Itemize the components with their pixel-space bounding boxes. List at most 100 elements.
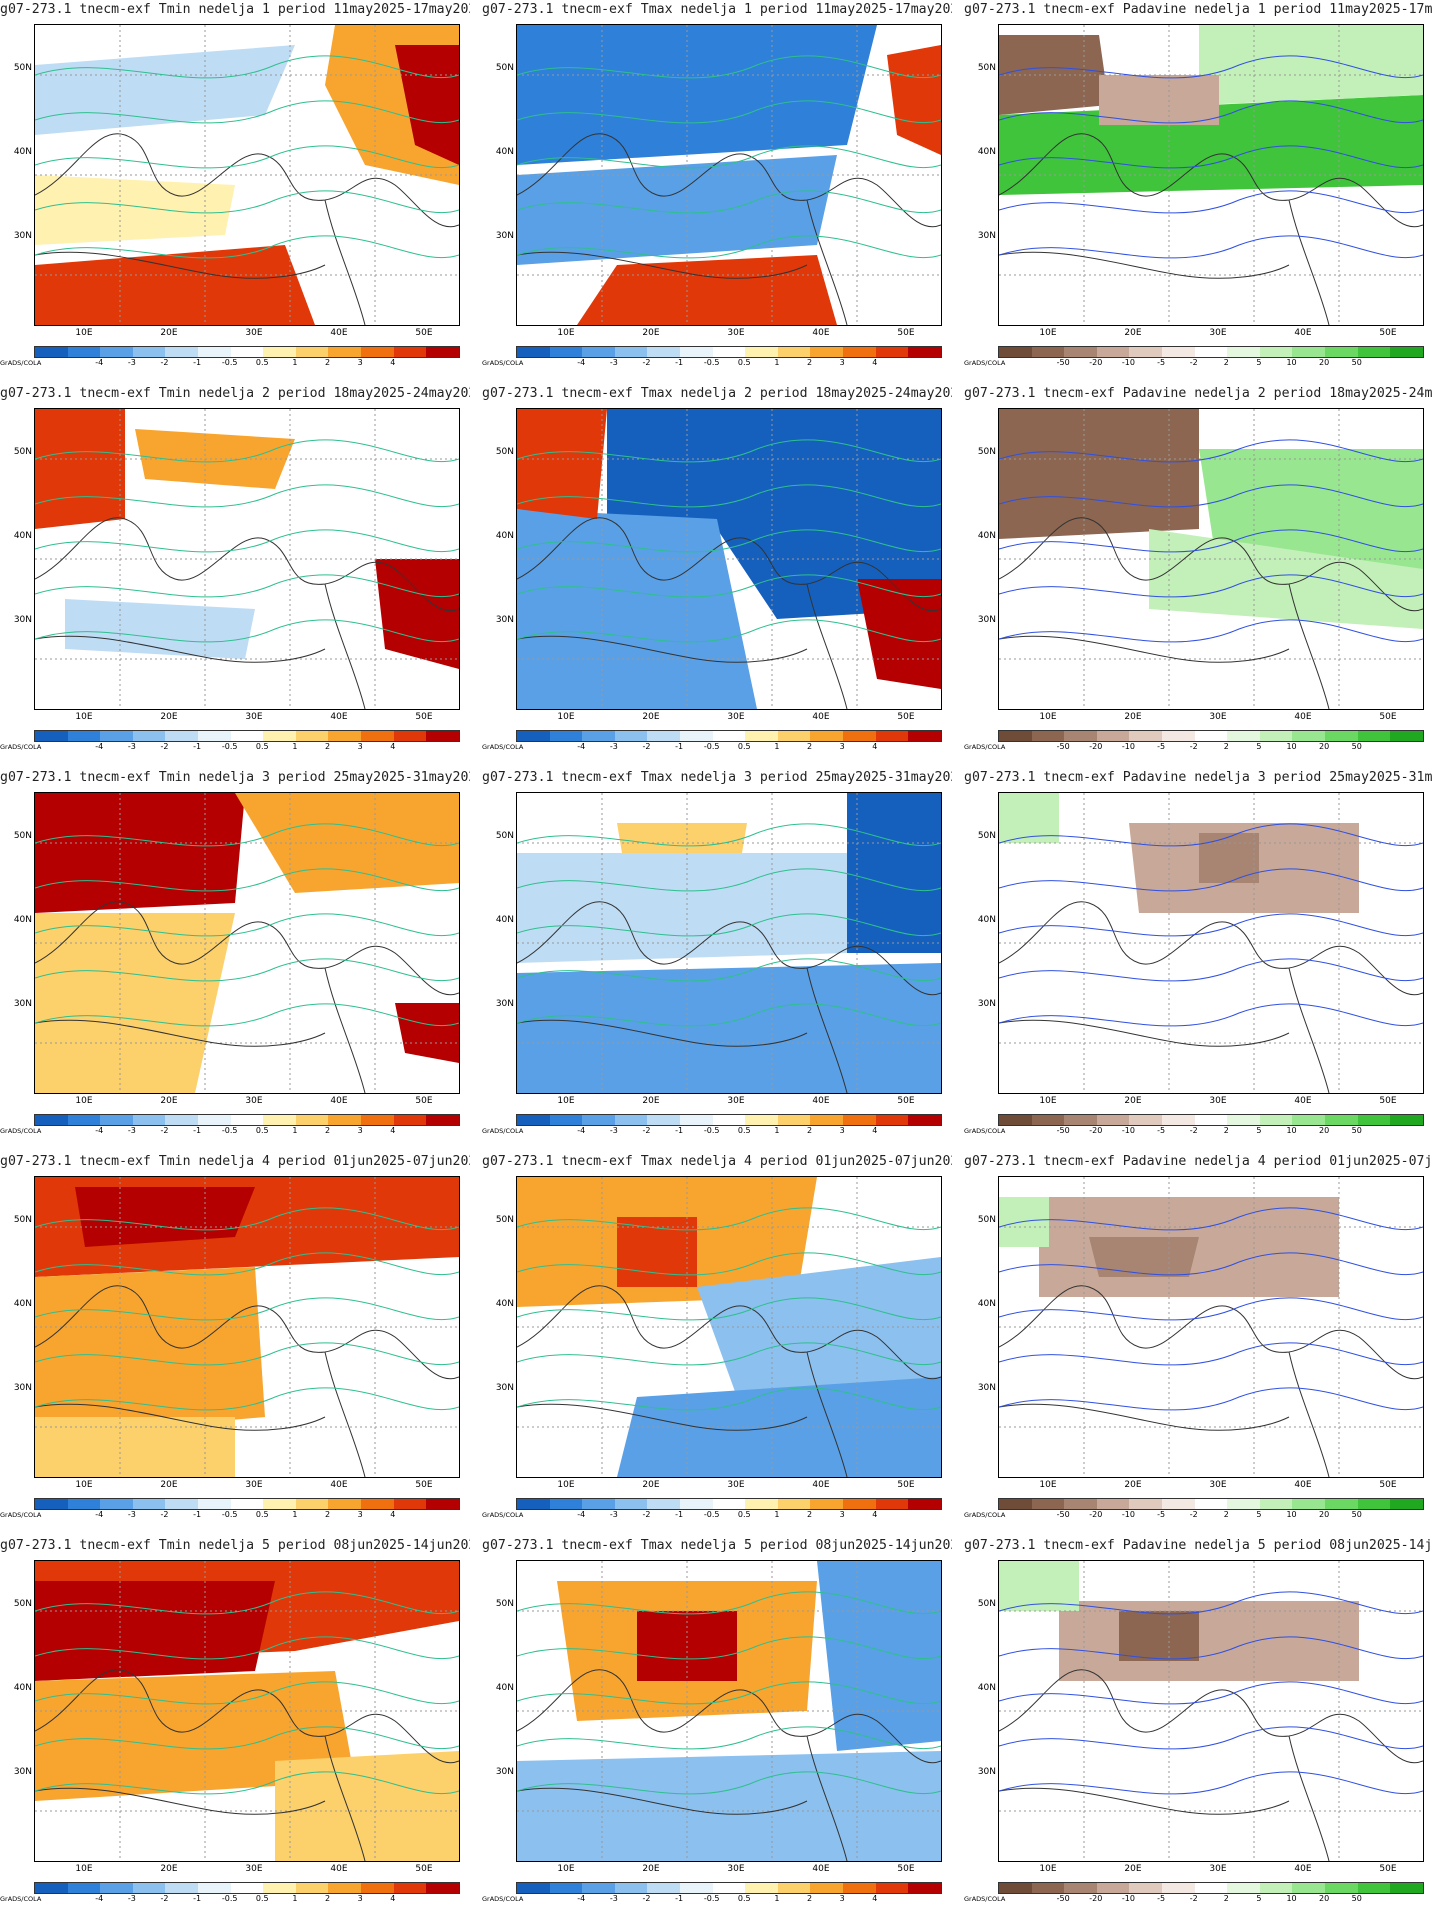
colorbar-swatch xyxy=(100,1115,133,1125)
colorbar-tick-label: 3 xyxy=(839,1126,845,1135)
colorbar-tick-label: -3 xyxy=(127,358,136,367)
colorbar-tick-label: -5 xyxy=(1157,742,1166,751)
colorbar-swatch xyxy=(745,731,778,741)
colorbar-tick-label: -2 xyxy=(1189,358,1198,367)
contour-line xyxy=(517,55,941,79)
colorbar-tick-label: 10 xyxy=(1286,358,1297,367)
contour-line xyxy=(999,145,1423,169)
map-panel: g07-273.1 tnecm-exf Tmin nedelja 1 perio… xyxy=(0,0,470,376)
map-area xyxy=(34,792,460,1094)
longitude-label: 30E xyxy=(727,1480,745,1490)
map-area xyxy=(516,792,942,1094)
colorbar-tick-label: 50 xyxy=(1351,358,1362,367)
colorbar-swatch xyxy=(67,1883,101,1893)
longitude-label: 10E xyxy=(557,1864,575,1874)
colorbar-tick-label: -20 xyxy=(1089,742,1103,751)
contour-line xyxy=(35,235,459,259)
colorbar-tick-label: -3 xyxy=(127,1894,136,1903)
latitude-label: 40N xyxy=(495,1299,514,1309)
map-panel: g07-273.1 tnecm-exf Tmin nedelja 5 perio… xyxy=(0,1536,470,1912)
longitude-label: 10E xyxy=(557,1096,575,1106)
colorbar-swatch xyxy=(1325,1115,1358,1125)
colorbar-swatch xyxy=(393,1883,427,1893)
longitude-label: 30E xyxy=(727,712,745,722)
colorbar-tick-label: -3 xyxy=(609,1894,618,1903)
colorbar-swatch xyxy=(393,1499,427,1509)
map-area xyxy=(34,408,460,710)
colorbar-swatch xyxy=(810,1883,844,1893)
colorbar-tick-label: -10 xyxy=(1121,358,1135,367)
contour-line xyxy=(517,574,941,598)
colorbar-swatch xyxy=(1259,1883,1293,1893)
map-field-svg xyxy=(999,409,1423,709)
colorbar-swatch xyxy=(549,347,583,357)
colorbar-swatch xyxy=(712,347,746,357)
colorbar-tick-label: -1 xyxy=(675,1126,684,1135)
colorbar-swatch xyxy=(908,1499,941,1509)
grads-attribution: GrADS/COLA xyxy=(482,1127,524,1135)
contour-line xyxy=(999,1681,1423,1705)
colorbar-swatch xyxy=(1064,1115,1097,1125)
colorbar-swatch xyxy=(361,731,394,741)
map-panel: g07-273.1 tnecm-exf Tmin nedelja 4 perio… xyxy=(0,1152,470,1528)
colorbar-swatch xyxy=(843,1115,876,1125)
longitude-label: 10E xyxy=(75,712,93,722)
colorbar-tick-label: -2 xyxy=(160,1510,169,1519)
longitude-label: 30E xyxy=(1209,712,1227,722)
colorbar-tick-label: 2 xyxy=(324,358,331,367)
grads-attribution: GrADS/COLA xyxy=(0,359,42,367)
colorbar-swatch xyxy=(647,347,681,357)
colorbar-swatch xyxy=(712,1499,746,1509)
colorbar-swatch xyxy=(1292,1499,1326,1509)
colorbar-swatch xyxy=(1031,1883,1065,1893)
contour-line xyxy=(35,1387,459,1411)
colorbar-tick-label: -2 xyxy=(642,1510,651,1519)
map-panel: g07-273.1 tnecm-exf Padavine nedelja 5 p… xyxy=(964,1536,1433,1912)
colorbar-swatch xyxy=(680,1499,713,1509)
longitude-label: 20E xyxy=(160,1096,178,1106)
longitude-label: 20E xyxy=(160,712,178,722)
colorbar-swatch xyxy=(230,1115,264,1125)
contour-line xyxy=(999,868,1423,892)
latitude-label: 50N xyxy=(13,1599,32,1609)
anomaly-area xyxy=(35,409,125,529)
latitude-label: 40N xyxy=(977,147,996,157)
colorbar-swatch xyxy=(198,1499,231,1509)
longitude-label: 40E xyxy=(330,1480,348,1490)
colorbar-swatch xyxy=(1194,1883,1228,1893)
longitude-label: 30E xyxy=(727,1864,745,1874)
map-panel: g07-273.1 tnecm-exf Tmax nedelja 4 perio… xyxy=(482,1152,952,1528)
contour-line xyxy=(35,1726,459,1750)
longitude-label: 30E xyxy=(1209,1096,1227,1106)
anomaly-area xyxy=(847,793,941,953)
contour-line xyxy=(35,1771,459,1795)
anomaly-area xyxy=(517,1751,941,1861)
colorbar-tick-label: -2 xyxy=(642,742,651,751)
map-area xyxy=(998,792,1424,1094)
colorbar-swatch xyxy=(614,1115,648,1125)
map-panel: g07-273.1 tnecm-exf Tmin nedelja 3 perio… xyxy=(0,768,470,1144)
colorbar-tick-label: 5 xyxy=(1256,742,1262,751)
colorbar-tick-label: -4 xyxy=(577,742,586,751)
colorbar-swatch xyxy=(908,731,941,741)
latitude-label: 50N xyxy=(977,63,996,73)
latitude-label: 50N xyxy=(977,831,996,841)
contour-line xyxy=(35,1207,459,1231)
contour-line xyxy=(999,1636,1423,1660)
contour-line xyxy=(999,1387,1423,1411)
colorbar-tick-label: 4 xyxy=(872,358,878,367)
colorbar-tick-label: -2 xyxy=(642,358,651,367)
contour-line xyxy=(999,574,1423,598)
anomaly-area xyxy=(817,1561,941,1751)
colorbar-swatch xyxy=(549,1115,583,1125)
latitude-label: 50N xyxy=(495,1215,514,1225)
contour-line xyxy=(517,235,941,259)
contour-line xyxy=(35,1252,459,1276)
anomaly-area xyxy=(35,913,235,1093)
colorbar-swatch xyxy=(549,1883,583,1893)
longitude-label: 10E xyxy=(1039,1096,1057,1106)
colorbar xyxy=(34,1114,460,1126)
colorbar-tick-label: -3 xyxy=(127,1510,136,1519)
colorbar-tick-label: 20 xyxy=(1319,358,1330,367)
contour-line xyxy=(517,1387,941,1411)
